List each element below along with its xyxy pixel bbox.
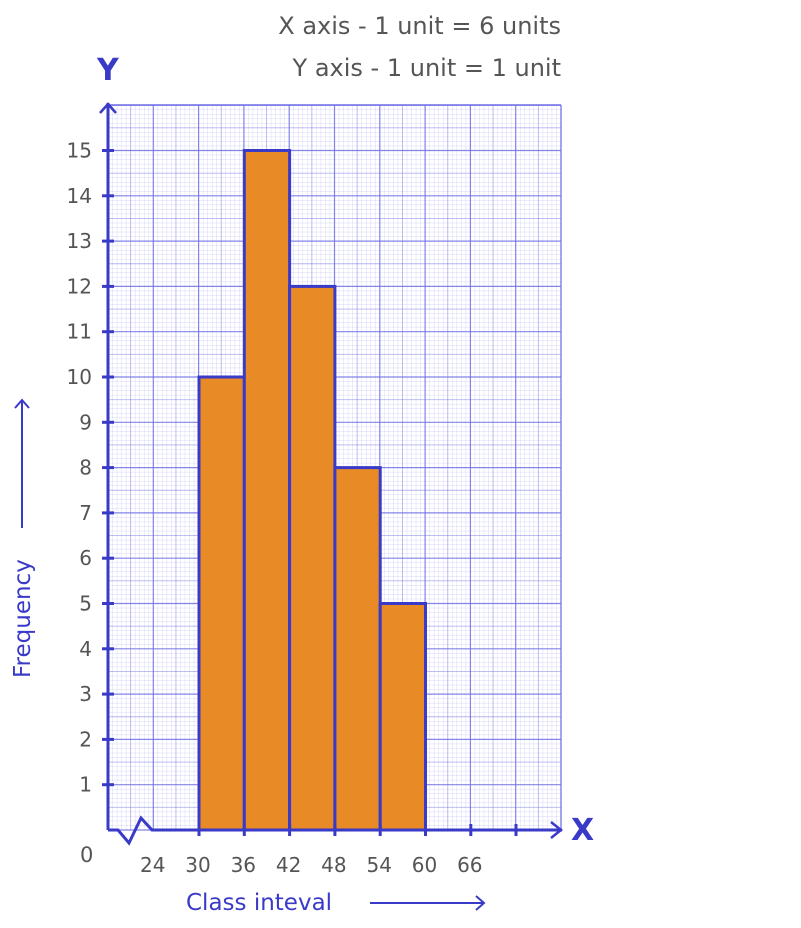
y-axis-letter: Y [96,53,120,88]
y-tick-label-10: 10 [67,365,92,389]
y-tick-label-11: 11 [67,320,92,344]
x-scale-note: X axis - 1 unit = 6 units [278,12,561,40]
x-axis-label: Class inteval [186,890,332,916]
x-axis-line [108,815,562,846]
x-tick-label-42: 42 [276,853,301,877]
x-tick-label-30: 30 [185,853,210,877]
y-tick-label-12: 12 [67,274,92,298]
y-tick-label-4: 4 [79,637,92,661]
histogram-bar-54-60 [378,602,428,832]
y-tick-label-13: 13 [67,229,92,253]
x-axis-arrow-icon [550,821,564,839]
x-axis-letter: X [571,813,594,848]
y-tick-label-7: 7 [79,501,92,525]
histogram-bar-42-48 [288,284,337,832]
x-tick-label-24: 24 [140,853,165,877]
histogram-bar-48-54 [333,466,382,832]
x-tick-label-66: 66 [457,853,482,877]
y-tick-label-1: 1 [79,773,92,797]
y-tick-label-9: 9 [79,410,92,434]
x-tick-label-60: 60 [412,853,437,877]
y-scale-note: Y axis - 1 unit = 1 unit [292,54,561,82]
y-tick-label-5: 5 [79,592,92,616]
y-axis-arrow-icon [99,102,117,114]
y-tick-label-2: 2 [79,727,92,751]
y-tick-label-3: 3 [79,682,92,706]
histogram-bar-30-36 [197,375,246,832]
x-tick-label-54: 54 [366,853,391,877]
y-tick-label-8: 8 [79,456,92,480]
y-axis-label: Frequency [10,559,36,678]
histogram-bar-36-42 [242,149,292,832]
x-tick-label-36: 36 [231,853,256,877]
x-label-arrow-icon [475,895,486,911]
y-label-arrow-icon [14,398,30,409]
origin-label: 0 [80,843,93,867]
y-tick-label-6: 6 [79,546,92,570]
x-tick-label-48: 48 [321,853,346,877]
y-tick-label-14: 14 [67,184,92,208]
y-tick-label-15: 15 [67,139,92,163]
